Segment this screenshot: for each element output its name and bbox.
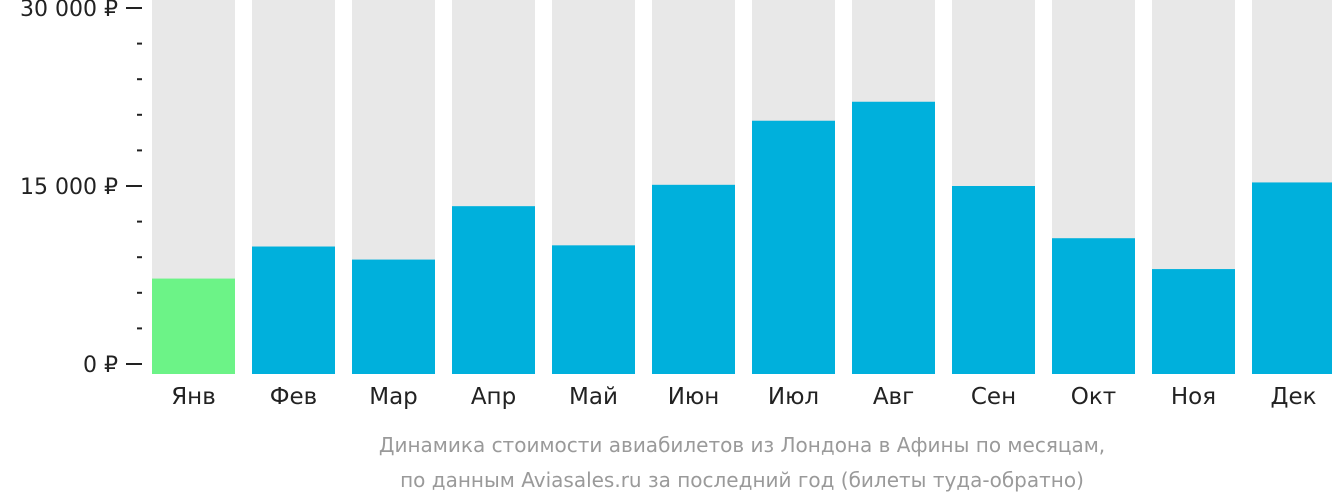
x-tick-label: Мар bbox=[369, 384, 418, 410]
x-tick-label: Июл bbox=[768, 384, 819, 410]
bar-3[interactable] bbox=[352, 259, 435, 374]
y-tick-label: 15 000 ₽ bbox=[20, 175, 118, 200]
x-tick-label: Окт bbox=[1071, 384, 1116, 410]
x-tick-label: Дек bbox=[1270, 384, 1316, 410]
caption-line-1: Динамика стоимости авиабилетов из Лондон… bbox=[379, 433, 1105, 457]
bars bbox=[152, 101, 1332, 374]
bar-11[interactable] bbox=[1152, 269, 1235, 374]
x-axis-labels: Янв Фев Мар Апр Май Июн Июл Авг Сен Окт Ноя Дек bbox=[171, 384, 1316, 410]
y-tick-label: 0 ₽ bbox=[83, 353, 118, 378]
bar-12[interactable] bbox=[1252, 182, 1332, 374]
x-tick-label: Сен bbox=[971, 384, 1016, 410]
x-tick-label: Апр bbox=[471, 384, 516, 410]
bar-7[interactable] bbox=[752, 120, 835, 374]
bar-8[interactable] bbox=[852, 101, 935, 374]
bar-6[interactable] bbox=[652, 184, 735, 374]
x-tick-label: Янв bbox=[171, 384, 216, 410]
y-axis: 0 ₽ 15 000 ₽ 30 000 ₽ bbox=[20, 0, 142, 378]
bar-9[interactable] bbox=[952, 186, 1035, 374]
x-tick-label: Май bbox=[569, 384, 618, 410]
x-tick-label: Авг bbox=[873, 384, 914, 410]
y-tick-label: 30 000 ₽ bbox=[20, 0, 118, 22]
bar-1[interactable] bbox=[152, 278, 235, 374]
x-tick-label: Ноя bbox=[1171, 384, 1216, 410]
bar-2[interactable] bbox=[252, 246, 335, 374]
x-tick-label: Фев bbox=[270, 384, 318, 410]
caption-line-2: по данным Aviasales.ru за последний год … bbox=[400, 468, 1084, 492]
x-tick-label: Июн bbox=[668, 384, 720, 410]
bar-10[interactable] bbox=[1052, 238, 1135, 374]
bar-4[interactable] bbox=[452, 206, 535, 374]
bar-5[interactable] bbox=[552, 245, 635, 374]
